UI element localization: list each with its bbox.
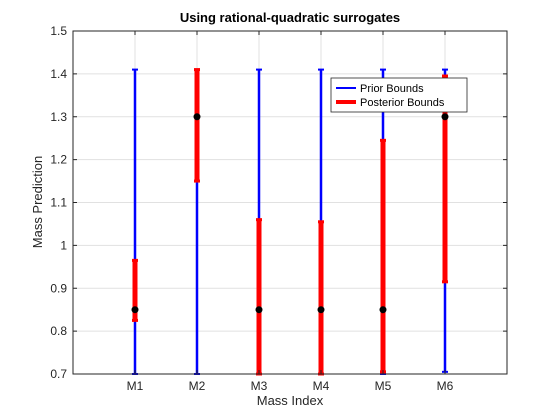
y-tick-label: 0.9 <box>50 281 67 295</box>
y-tick-label: 1.5 <box>50 24 67 38</box>
x-tick-label: M3 <box>251 379 268 393</box>
chart-title: Using rational-quadratic surrogates <box>180 10 400 25</box>
ticks-layer: 0.7 0.8 0.9 1 1.1 1.2 1.3 1.4 1.5 M1 M2 M3 M4 M5 M6 <box>50 24 507 393</box>
x-tick-label: M4 <box>313 379 330 393</box>
legend: Prior Bounds Posterior Bounds <box>330 77 468 113</box>
mass-estimate-point <box>255 306 263 314</box>
mass-estimate-point <box>317 306 325 314</box>
mass-estimate-point <box>441 113 449 121</box>
y-tick-label: 1 <box>60 238 67 252</box>
y-tick-label: 1.1 <box>50 196 67 210</box>
y-tick-label: 1.2 <box>50 153 67 167</box>
mass-estimate-point <box>193 113 201 121</box>
points-layer <box>131 113 449 314</box>
y-tick-label: 0.7 <box>50 367 67 381</box>
bars-layer <box>132 68 448 376</box>
y-axis-label: Mass Prediction <box>30 156 45 248</box>
y-tick-label: 1.4 <box>50 67 67 81</box>
legend-box <box>330 77 468 113</box>
mass-estimate-point <box>131 306 139 314</box>
x-axis-label: Mass Index <box>257 393 324 408</box>
y-tick-label: 0.8 <box>50 324 67 338</box>
legend-label-posterior: Posterior Bounds <box>360 97 445 109</box>
x-tick-label: M5 <box>375 379 392 393</box>
mass-estimate-point <box>379 306 387 314</box>
x-tick-label: M2 <box>189 379 206 393</box>
x-tick-label: M6 <box>437 379 454 393</box>
y-tick-label: 1.3 <box>50 110 67 124</box>
legend-label-prior: Prior Bounds <box>360 83 424 95</box>
x-tick-label: M1 <box>127 379 144 393</box>
